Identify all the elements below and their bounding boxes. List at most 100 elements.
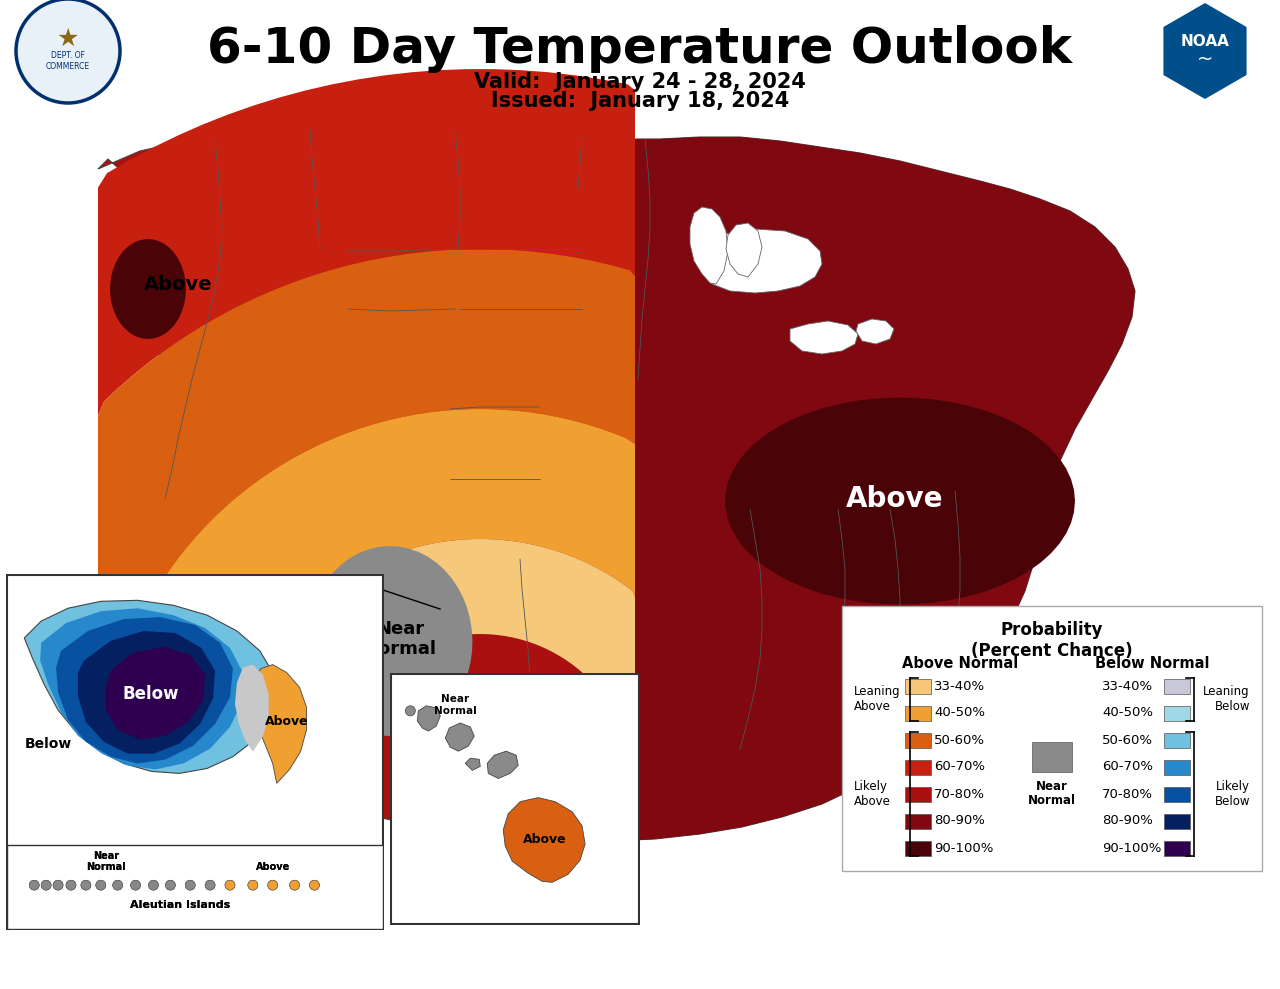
Text: Near
Normal: Near Normal — [86, 851, 125, 872]
Circle shape — [186, 880, 196, 890]
Text: ~: ~ — [1197, 49, 1213, 68]
Text: 70-80%: 70-80% — [1102, 787, 1153, 800]
Circle shape — [52, 880, 63, 890]
Text: Likely
Below: Likely Below — [1215, 780, 1251, 808]
Polygon shape — [703, 229, 822, 293]
Bar — [905, 786, 931, 801]
Bar — [1164, 814, 1190, 829]
Text: Above: Above — [143, 275, 212, 294]
Circle shape — [225, 880, 236, 890]
Bar — [905, 814, 931, 829]
Circle shape — [131, 880, 141, 890]
Text: 90-100%: 90-100% — [1102, 842, 1161, 854]
Bar — [1164, 705, 1190, 721]
Polygon shape — [56, 617, 233, 764]
Circle shape — [113, 880, 123, 890]
Polygon shape — [110, 239, 186, 339]
Circle shape — [205, 880, 215, 890]
Bar — [8, 845, 383, 929]
Text: Near
Normal: Near Normal — [1028, 779, 1076, 807]
Text: 33-40%: 33-40% — [1102, 679, 1153, 692]
Circle shape — [41, 880, 51, 890]
Text: 90-100%: 90-100% — [934, 842, 993, 854]
Text: Below: Below — [122, 685, 179, 703]
Circle shape — [81, 880, 91, 890]
Polygon shape — [466, 759, 480, 770]
Circle shape — [310, 880, 320, 890]
Circle shape — [289, 880, 300, 890]
Circle shape — [29, 880, 40, 890]
Circle shape — [81, 880, 91, 890]
Circle shape — [165, 880, 175, 890]
Bar — [905, 678, 931, 693]
Bar — [1032, 742, 1073, 771]
Bar — [842, 606, 1262, 871]
Bar — [905, 841, 931, 855]
Text: Above: Above — [846, 485, 943, 513]
Polygon shape — [690, 207, 728, 284]
Circle shape — [67, 880, 76, 890]
Text: 6-10 Day Temperature Outlook: 6-10 Day Temperature Outlook — [207, 25, 1073, 73]
Polygon shape — [99, 249, 635, 756]
Text: Below Normal: Below Normal — [1094, 657, 1210, 672]
Text: Near
Normal: Near Normal — [86, 851, 125, 872]
Circle shape — [268, 880, 278, 890]
Text: Valid:  January 24 - 28, 2024: Valid: January 24 - 28, 2024 — [474, 72, 806, 92]
Polygon shape — [106, 647, 205, 740]
Text: Aleutian Islands: Aleutian Islands — [131, 900, 230, 910]
Circle shape — [268, 880, 278, 890]
Circle shape — [289, 880, 300, 890]
Polygon shape — [928, 649, 980, 851]
Bar — [1164, 678, 1190, 693]
Text: 70-80%: 70-80% — [934, 787, 986, 800]
Circle shape — [15, 0, 120, 103]
Text: 40-50%: 40-50% — [934, 706, 986, 720]
Polygon shape — [338, 647, 451, 734]
Polygon shape — [790, 321, 858, 354]
Bar — [905, 733, 931, 748]
Circle shape — [225, 880, 236, 890]
Text: Near
Normal: Near Normal — [364, 619, 436, 659]
Polygon shape — [78, 631, 215, 754]
Text: Above: Above — [256, 862, 289, 872]
Circle shape — [148, 880, 159, 890]
Circle shape — [67, 880, 76, 890]
Polygon shape — [307, 546, 472, 736]
Circle shape — [186, 880, 196, 890]
Circle shape — [131, 880, 141, 890]
Text: 80-90%: 80-90% — [934, 815, 984, 828]
Text: DEPT. OF
COMMERCE: DEPT. OF COMMERCE — [46, 51, 90, 70]
Text: Above: Above — [256, 862, 289, 872]
Text: Likely
Above: Likely Above — [854, 780, 891, 808]
Polygon shape — [726, 398, 1075, 604]
Circle shape — [96, 880, 106, 890]
Bar — [905, 705, 931, 721]
Bar — [905, 760, 931, 774]
Bar — [1164, 786, 1190, 801]
Polygon shape — [445, 723, 475, 752]
Circle shape — [205, 880, 215, 890]
Text: 50-60%: 50-60% — [934, 734, 986, 747]
Circle shape — [96, 880, 106, 890]
Circle shape — [248, 880, 257, 890]
Text: 80-90%: 80-90% — [1102, 815, 1153, 828]
Polygon shape — [417, 706, 440, 731]
Circle shape — [248, 880, 257, 890]
Text: Below: Below — [24, 737, 72, 751]
Circle shape — [406, 706, 416, 716]
Polygon shape — [488, 752, 518, 778]
Circle shape — [41, 880, 51, 890]
Text: Above: Above — [265, 715, 308, 729]
Circle shape — [310, 880, 320, 890]
Polygon shape — [503, 797, 585, 882]
Text: 33-40%: 33-40% — [934, 679, 986, 692]
Polygon shape — [236, 665, 269, 752]
Circle shape — [52, 880, 63, 890]
Text: Leaning
Below: Leaning Below — [1203, 685, 1251, 713]
Circle shape — [29, 880, 40, 890]
Circle shape — [113, 880, 123, 890]
Circle shape — [165, 880, 175, 890]
Text: Issued:  January 18, 2024: Issued: January 18, 2024 — [490, 91, 790, 111]
Text: Probability
(Percent Chance): Probability (Percent Chance) — [972, 621, 1133, 660]
Polygon shape — [99, 69, 635, 742]
